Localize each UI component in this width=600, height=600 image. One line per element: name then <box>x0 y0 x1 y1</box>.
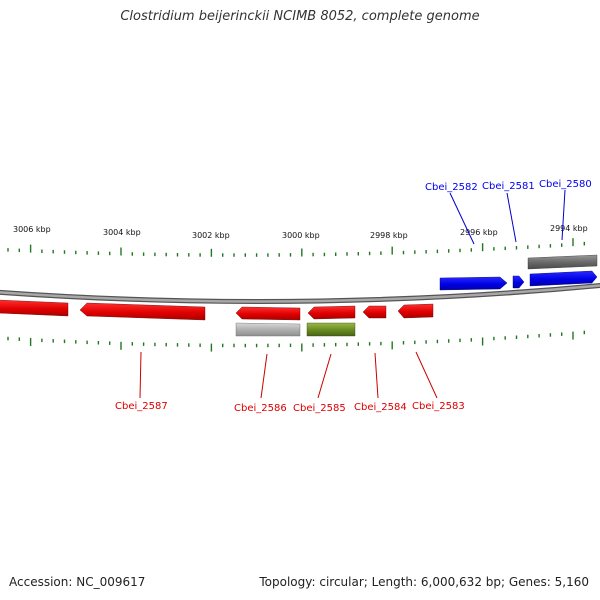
ruler-label: 2994 kbp <box>550 224 588 233</box>
leader-line-cbei-2585 <box>317 353 332 399</box>
gene-label-cbei-2583[interactable]: Cbei_2583 <box>412 401 465 412</box>
gene-label-cbei-2587[interactable]: Cbei_2587 <box>115 401 168 412</box>
leader-line-cbei-2584 <box>374 352 379 399</box>
olive-feature <box>306 322 356 337</box>
dark-gray-feature <box>527 254 598 270</box>
gene-cbei-2587[interactable] <box>0 299 69 317</box>
gene-cbei-2581[interactable] <box>512 275 525 289</box>
ruler-label: 3006 kbp <box>13 225 51 234</box>
gray-feature <box>235 322 301 337</box>
leader-line-cbei-2587 <box>139 351 142 399</box>
gene-cbei-2580[interactable] <box>529 270 598 287</box>
gene-cbei-2587-b[interactable] <box>79 302 206 321</box>
leader-line-cbei-2586 <box>260 353 268 399</box>
leader-line-cbei-2583 <box>415 351 438 399</box>
gene-label-cbei-2586[interactable]: Cbei_2586 <box>234 403 287 414</box>
leader-line-cbei-2582 <box>449 192 475 245</box>
ruler-label: 2998 kbp <box>370 231 408 240</box>
gene-cbei-2583[interactable] <box>397 303 434 319</box>
gene-cbei-2584[interactable] <box>362 305 387 319</box>
ruler-label: 3000 kbp <box>282 231 320 240</box>
leader-line-cbei-2581 <box>506 192 517 243</box>
map-title: Clostridium beijerinckii NCIMB 8052, com… <box>120 9 480 24</box>
gene-cbei-2586[interactable] <box>235 306 301 321</box>
forward-label-leaders <box>449 189 566 245</box>
reverse-strand-features <box>0 299 434 337</box>
ruler-ticks-upper <box>7 238 585 257</box>
ruler-label: 3002 kbp <box>192 231 230 240</box>
gene-cbei-2582[interactable] <box>439 276 508 291</box>
gene-label-cbei-2585[interactable]: Cbei_2585 <box>293 403 346 414</box>
gene-label-cbei-2582[interactable]: Cbei_2582 <box>425 182 478 193</box>
ruler-label: 3004 kbp <box>103 228 141 237</box>
genome-backbone-highlight <box>0 284 600 303</box>
gene-label-cbei-2580[interactable]: Cbei_2580 <box>539 179 592 190</box>
leader-line-cbei-2580 <box>561 189 566 241</box>
reverse-label-leaders <box>139 351 438 399</box>
forward-strand-features <box>439 254 598 291</box>
gene-label-cbei-2584[interactable]: Cbei_2584 <box>354 402 407 413</box>
gene-label-cbei-2581[interactable]: Cbei_2581 <box>482 181 535 192</box>
accession-text: Accession: NC_009617 <box>9 575 146 589</box>
gene-cbei-2585[interactable] <box>307 305 356 320</box>
ruler-label: 2996 kbp <box>460 228 498 237</box>
topology-text: Topology: circular; Length: 6,000,632 bp… <box>259 575 589 589</box>
ruler-ticks-lower <box>7 330 585 352</box>
